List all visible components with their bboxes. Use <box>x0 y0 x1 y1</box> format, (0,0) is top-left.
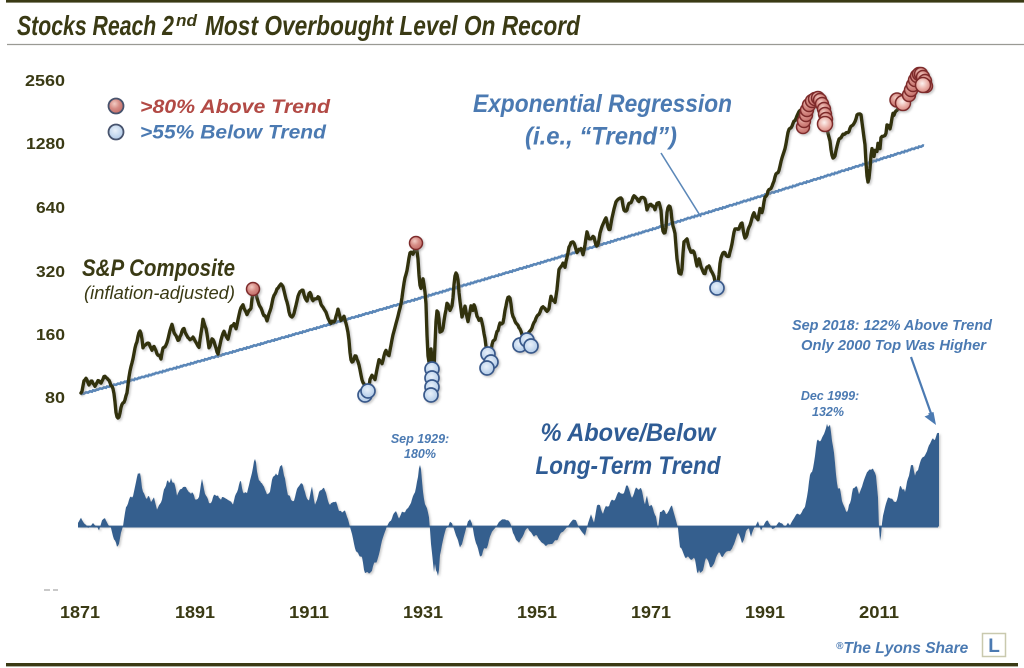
svg-text:Dec 1999:: Dec 1999: <box>801 389 859 403</box>
svg-text:1991: 1991 <box>745 602 785 622</box>
svg-text:2011: 2011 <box>859 602 899 622</box>
svg-text:132%: 132% <box>812 405 844 419</box>
svg-text:% Above/Below: % Above/Below <box>541 419 717 447</box>
svg-text:S&P Composite: S&P Composite <box>82 255 235 282</box>
svg-text:Sep 2018: 122% Above Trend: Sep 2018: 122% Above Trend <box>792 318 993 334</box>
svg-text:(i.e., “Trend”): (i.e., “Trend”) <box>525 123 677 151</box>
svg-text:(inflation-adjusted): (inflation-adjusted) <box>84 283 235 303</box>
svg-text:Sep 1929:: Sep 1929: <box>391 432 449 446</box>
svg-text:®The Lyons Share: ®The Lyons Share <box>836 640 969 657</box>
svg-text:Long-Term Trend: Long-Term Trend <box>536 452 722 480</box>
svg-text:1951: 1951 <box>517 602 557 622</box>
svg-text:Only 2000 Top Was Higher: Only 2000 Top Was Higher <box>801 338 987 354</box>
svg-text:2560: 2560 <box>25 73 65 90</box>
svg-text:1931: 1931 <box>403 602 443 622</box>
svg-text:>80% Above Trend: >80% Above Trend <box>140 97 330 118</box>
svg-text:80: 80 <box>45 390 65 407</box>
svg-text:1891: 1891 <box>175 602 215 622</box>
svg-text:nd: nd <box>176 11 198 30</box>
svg-text:320: 320 <box>36 264 65 281</box>
svg-text:1871: 1871 <box>60 602 100 622</box>
svg-text:1911: 1911 <box>289 602 329 622</box>
svg-text:180%: 180% <box>404 447 436 461</box>
svg-text:640: 640 <box>36 200 65 217</box>
svg-text:1280: 1280 <box>26 136 65 153</box>
svg-text:L: L <box>988 636 1000 657</box>
svg-text:>55% Below Trend: >55% Below Trend <box>140 123 326 144</box>
svg-text:1971: 1971 <box>631 602 671 622</box>
svg-text:160: 160 <box>36 327 65 344</box>
svg-text:Exponential Regression: Exponential Regression <box>473 90 732 118</box>
svg-text:Most Overbought Level On Recor: Most Overbought Level On Record <box>205 10 581 41</box>
svg-text:Stocks Reach 2: Stocks Reach 2 <box>17 10 174 41</box>
